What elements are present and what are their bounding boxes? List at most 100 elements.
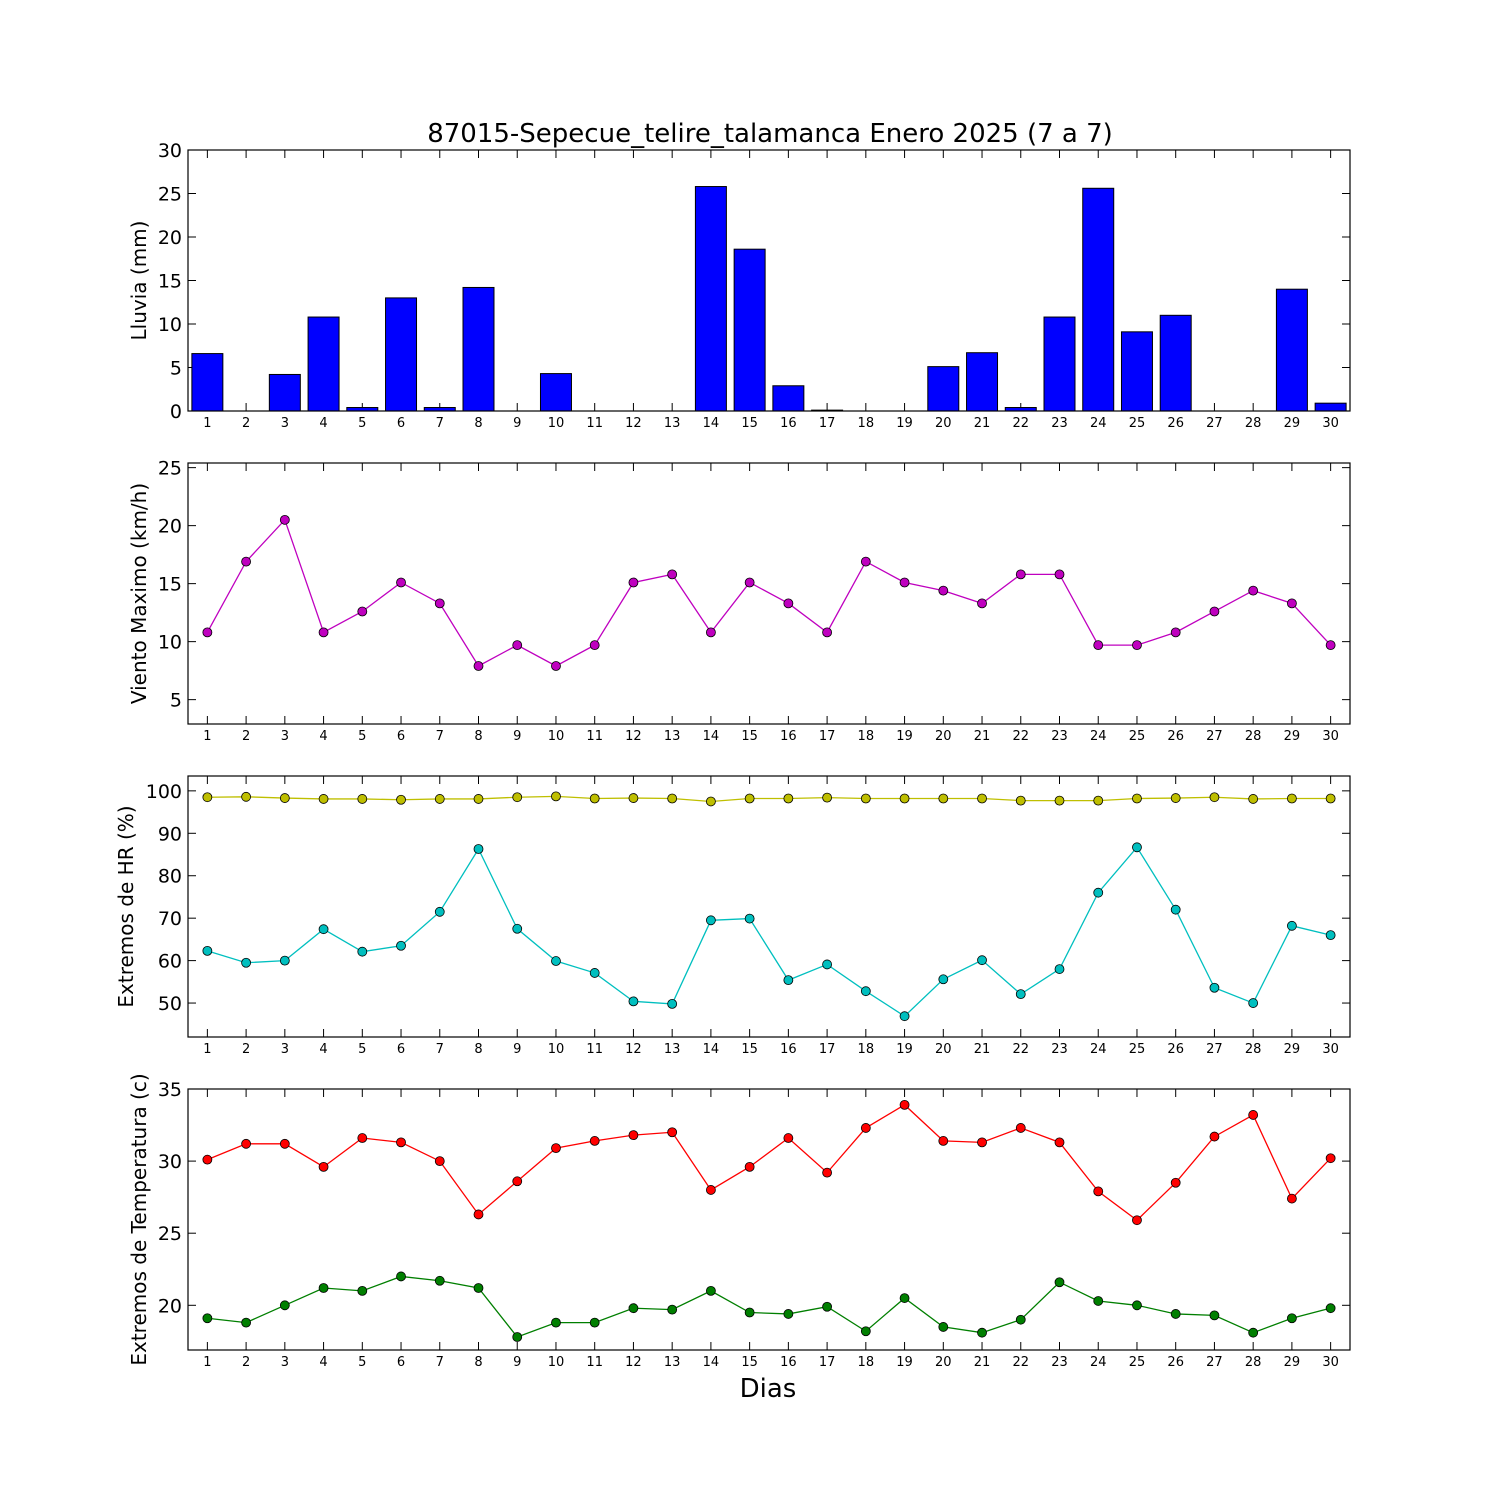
data-point bbox=[318, 1161, 329, 1172]
x-tick-label: 3 bbox=[281, 416, 289, 431]
data-point bbox=[628, 996, 639, 1007]
data-point bbox=[357, 1133, 368, 1143]
data-point bbox=[822, 1167, 832, 1178]
data-point bbox=[589, 793, 600, 804]
x-tick-label: 27 bbox=[1206, 1042, 1223, 1057]
series-line bbox=[207, 1275, 1331, 1338]
figure-title: 87015-Sepecue_telire_talamanca Enero 202… bbox=[427, 119, 1113, 149]
x-tick-label: 10 bbox=[548, 1355, 565, 1370]
x-tick-label: 1 bbox=[203, 1042, 211, 1057]
data-point bbox=[628, 1130, 639, 1141]
y-axis-label: Extremos de Temperatura (c) bbox=[127, 1073, 151, 1365]
data-point bbox=[1054, 795, 1065, 806]
x-tick-label: 14 bbox=[703, 729, 720, 744]
x-tick-label: 22 bbox=[1012, 1355, 1029, 1370]
x-tick-label: 29 bbox=[1284, 729, 1301, 744]
x-tick-label: 4 bbox=[319, 416, 327, 431]
x-tick-label: 6 bbox=[397, 416, 405, 431]
data-point bbox=[1132, 842, 1142, 853]
x-tick-label: 5 bbox=[358, 1042, 366, 1057]
x-tick-label: 9 bbox=[513, 1042, 521, 1057]
x-tick-label: 16 bbox=[780, 1355, 797, 1370]
data-point bbox=[1054, 569, 1065, 580]
bar bbox=[966, 352, 999, 412]
x-tick-label: 10 bbox=[548, 416, 565, 431]
data-point bbox=[899, 1293, 910, 1303]
data-point bbox=[1093, 640, 1104, 651]
data-point bbox=[1170, 627, 1181, 638]
data-point bbox=[938, 974, 949, 985]
x-tick-label: 19 bbox=[896, 1042, 913, 1057]
x-tick-label: 4 bbox=[319, 1355, 327, 1370]
data-point bbox=[938, 585, 949, 596]
data-point bbox=[783, 1133, 794, 1143]
bar bbox=[1043, 316, 1076, 412]
x-tick-label: 12 bbox=[625, 1355, 642, 1370]
x-tick-label: 5 bbox=[358, 729, 366, 744]
series-line bbox=[206, 518, 1332, 667]
y-tick-label: 60 bbox=[158, 951, 182, 973]
bar bbox=[385, 297, 418, 412]
data-point bbox=[744, 793, 755, 804]
data-point bbox=[1093, 1186, 1104, 1197]
x-tick-label: 22 bbox=[1012, 1042, 1029, 1057]
data-point bbox=[241, 791, 252, 802]
x-tick-label: 5 bbox=[358, 1355, 366, 1370]
x-tick-label: 10 bbox=[548, 1042, 565, 1057]
data-point bbox=[512, 923, 523, 934]
data-point bbox=[434, 906, 445, 917]
x-tick-label: 22 bbox=[1012, 416, 1029, 431]
y-tick-label: 20 bbox=[158, 1295, 182, 1317]
series-line bbox=[207, 1104, 1332, 1222]
data-point bbox=[279, 514, 290, 525]
data-point bbox=[318, 794, 329, 804]
x-tick-label: 21 bbox=[974, 416, 991, 431]
x-tick-label: 5 bbox=[358, 416, 366, 431]
bar bbox=[307, 316, 340, 412]
y-axis-label: Lluvia (mm) bbox=[127, 221, 151, 341]
data-point bbox=[744, 577, 755, 588]
data-point bbox=[396, 1137, 406, 1148]
bar bbox=[1120, 331, 1153, 412]
data-point bbox=[822, 959, 832, 970]
x-tick-label: 12 bbox=[625, 729, 642, 744]
data-point bbox=[318, 627, 329, 638]
x-tick-label: 3 bbox=[281, 729, 289, 744]
x-tick-label: 4 bbox=[319, 1042, 327, 1057]
x-tick-label: 20 bbox=[935, 729, 952, 744]
x-tick-label: 21 bbox=[974, 1355, 991, 1370]
x-tick-label: 18 bbox=[858, 1355, 875, 1370]
x-tick-label: 2 bbox=[242, 729, 250, 744]
data-point bbox=[977, 598, 987, 609]
x-tick-label: 30 bbox=[1322, 1042, 1339, 1057]
x-tick-label: 2 bbox=[242, 1042, 250, 1057]
data-point bbox=[1093, 1296, 1104, 1306]
data-point bbox=[241, 957, 252, 968]
series-1 bbox=[202, 791, 1336, 807]
x-tick-label: 20 bbox=[935, 1355, 952, 1370]
x-tick-label: 16 bbox=[780, 416, 797, 431]
x-tick-label: 9 bbox=[513, 416, 521, 431]
data-point bbox=[860, 556, 871, 567]
data-point bbox=[318, 924, 329, 935]
data-point bbox=[1170, 1309, 1181, 1319]
x-tick-label: 15 bbox=[741, 1042, 758, 1057]
data-point bbox=[512, 640, 523, 651]
data-point bbox=[279, 793, 290, 803]
data-point bbox=[1287, 793, 1297, 804]
x-tick-label: 19 bbox=[896, 729, 913, 744]
data-point bbox=[977, 1327, 987, 1338]
data-point bbox=[667, 1127, 678, 1138]
data-point bbox=[1248, 998, 1259, 1008]
data-point bbox=[589, 968, 600, 978]
x-tick-label: 3 bbox=[281, 1355, 289, 1370]
data-point bbox=[1170, 1177, 1181, 1188]
bar bbox=[462, 286, 495, 412]
data-point bbox=[706, 1285, 716, 1296]
x-tick-label: 15 bbox=[741, 1355, 758, 1370]
series-line bbox=[207, 846, 1331, 1018]
x-tick-label: 23 bbox=[1051, 1042, 1068, 1057]
data-point bbox=[938, 793, 949, 804]
x-tick-label: 29 bbox=[1284, 1042, 1301, 1057]
